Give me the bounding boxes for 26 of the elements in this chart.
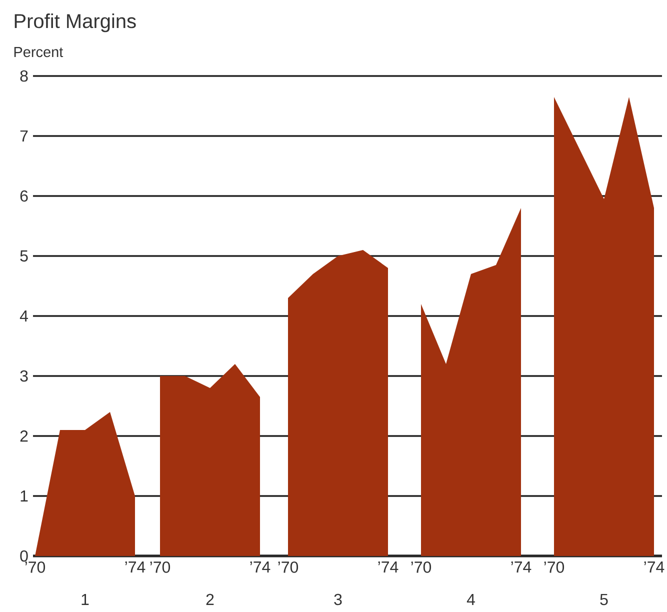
y-tick-label: 8 [20, 70, 28, 82]
x-tick-label: ’70 [544, 562, 564, 573]
x-axis-title: 1 [82, 594, 89, 605]
x-tick-label: ’74 [511, 562, 532, 573]
x-axis-title: 2 [206, 594, 214, 605]
y-tick-label: 0 [20, 550, 28, 562]
x-tick-label: ’70 [150, 562, 170, 573]
x-axis-title: 5 [600, 594, 608, 606]
y-axis-title: Percent [14, 47, 64, 58]
y-tick-label: 5 [20, 250, 28, 262]
x-tick-label: ’70 [278, 562, 298, 573]
x-tick-label: ’74 [644, 562, 664, 573]
y-tick-label: 3 [20, 370, 28, 382]
x-axis-title: 3 [334, 594, 342, 606]
y-tick-label: 6 [20, 190, 28, 202]
x-tick-label: ’70 [25, 562, 46, 573]
x-tick-label: ’74 [250, 562, 270, 573]
y-tick-label: 7 [20, 130, 28, 142]
chart-title: Profit Margins [14, 13, 136, 32]
y-tick-label: 2 [20, 430, 28, 442]
x-tick-label: ’70 [411, 562, 432, 573]
x-tick-label: ’74 [125, 562, 146, 573]
y-tick-label: 4 [20, 310, 28, 322]
x-axis-title: 4 [466, 594, 475, 605]
y-tick-label: 1 [20, 490, 28, 502]
x-tick-label: ’74 [378, 562, 398, 573]
